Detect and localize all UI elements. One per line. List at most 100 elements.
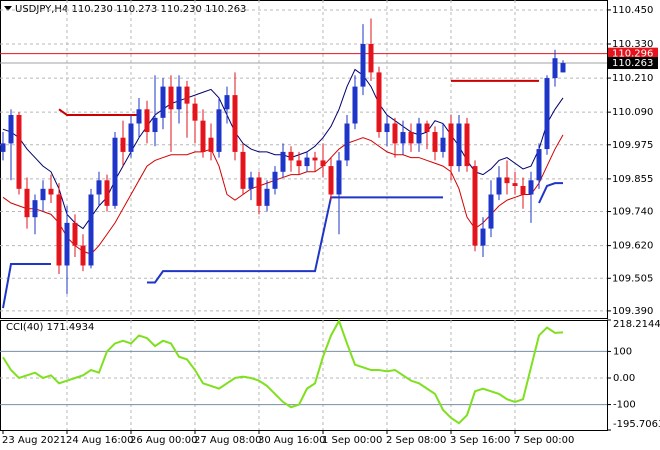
candle-body — [64, 222, 70, 266]
candle-body — [48, 188, 54, 195]
candle-body — [296, 160, 302, 167]
candle-body — [96, 180, 102, 195]
candle-body — [360, 44, 366, 87]
candle-body — [56, 194, 62, 266]
candle-body — [192, 103, 198, 121]
candle-body — [552, 58, 558, 79]
candle-body — [464, 123, 470, 167]
candle-body — [504, 177, 510, 184]
y-tick-label: 109.975 — [612, 140, 653, 151]
candle-body — [528, 180, 534, 195]
candle-body — [416, 123, 422, 144]
candle-body — [432, 132, 438, 152]
candle-body — [208, 137, 214, 152]
candle-body — [216, 109, 222, 152]
candle-body — [160, 86, 166, 118]
price-label: 110.263 — [612, 58, 653, 69]
indicator-panel-frame — [0, 320, 608, 431]
y-tick-label: 0.00 — [613, 373, 635, 384]
candle-body — [320, 160, 326, 167]
candle-body — [40, 188, 46, 201]
candle-body — [224, 95, 230, 110]
candle-body — [0, 143, 6, 152]
y-tick-label: -100 — [613, 400, 636, 411]
candle-body — [176, 86, 182, 110]
candle-body — [88, 194, 94, 266]
candle-body — [232, 95, 238, 152]
price-label-box — [608, 57, 658, 70]
candle-body — [72, 222, 78, 246]
y-tick-label: -195.7063 — [613, 419, 660, 430]
collapse-icon — [4, 6, 12, 11]
candle-body — [256, 177, 262, 206]
candle-body — [16, 114, 22, 189]
candle-body — [408, 132, 414, 144]
y-tick-label: 109.505 — [612, 273, 653, 284]
candle-body — [400, 132, 406, 144]
candle-body — [280, 151, 286, 172]
candle-body — [368, 44, 374, 73]
candle-body — [240, 151, 246, 189]
y-tick-label: 110.330 — [612, 39, 653, 50]
candle-body — [456, 123, 462, 167]
candle-body — [144, 109, 150, 133]
candle-body — [304, 157, 310, 167]
candle-body — [248, 177, 254, 189]
candle-body — [424, 123, 430, 133]
candle-body — [168, 86, 174, 110]
indicator-line — [58, 79, 539, 116]
candle-body — [512, 183, 518, 186]
candle-body — [200, 120, 206, 152]
candle-body — [496, 177, 502, 195]
x-tick-label: 24 Aug 16:00 — [66, 435, 133, 446]
candle-body — [352, 86, 358, 124]
y-tick-label: 110.210 — [612, 73, 653, 84]
candle-body — [488, 194, 494, 229]
candle-body — [80, 245, 86, 266]
candle-body — [112, 137, 118, 206]
y-tick-label: 109.620 — [612, 241, 653, 252]
y-tick-label: 100 — [613, 346, 632, 357]
y-tick-label: 110.450 — [612, 5, 653, 16]
candle-body — [336, 160, 342, 195]
main-panel-frame — [0, 0, 608, 319]
candle-body — [328, 166, 334, 195]
candle-body — [288, 151, 294, 161]
indicator-line — [2, 182, 563, 309]
candle-body — [472, 166, 478, 246]
y-tick-label: 109.740 — [612, 207, 653, 218]
candle-body — [520, 185, 526, 195]
candle-body — [128, 123, 134, 152]
y-tick-label: 109.855 — [612, 174, 653, 185]
candle-body — [120, 137, 126, 152]
candle-body — [560, 63, 566, 73]
x-tick-label: 3 Sep 16:00 — [450, 435, 510, 446]
x-tick-label: 23 Aug 2021 — [2, 435, 66, 446]
cci-line — [2, 318, 564, 425]
candle-body — [136, 109, 142, 124]
x-tick-label: 7 Sep 00:00 — [514, 435, 574, 446]
y-tick-label: 110.090 — [612, 107, 653, 118]
candle-body — [440, 137, 446, 152]
candle-body — [32, 200, 38, 218]
candle-body — [344, 123, 350, 161]
candle-body — [480, 228, 486, 246]
candle-body — [272, 171, 278, 189]
x-tick-label: 1 Sep 00:00 — [322, 435, 382, 446]
candle-body — [264, 188, 270, 206]
candle-body — [544, 78, 550, 150]
x-tick-label: 27 Aug 08:00 — [194, 435, 261, 446]
candle-body — [384, 123, 390, 133]
candle-body — [8, 114, 14, 144]
candle-body — [536, 149, 542, 181]
chart-header: USDJPY,H4 110.230 110.273 110.230 110.26… — [15, 4, 246, 15]
indicator-title: CCI(40) 171.4934 — [6, 322, 94, 333]
y-tick-label: 109.390 — [612, 306, 653, 317]
candle-body — [312, 157, 318, 161]
candle-body — [392, 123, 398, 144]
candle-body — [152, 117, 158, 133]
y-tick-label: 218.2144 — [613, 319, 660, 330]
candle-body — [376, 72, 382, 133]
